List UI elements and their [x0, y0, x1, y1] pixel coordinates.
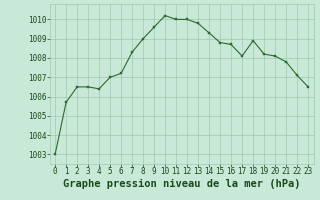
X-axis label: Graphe pression niveau de la mer (hPa): Graphe pression niveau de la mer (hPa) [63, 179, 300, 189]
